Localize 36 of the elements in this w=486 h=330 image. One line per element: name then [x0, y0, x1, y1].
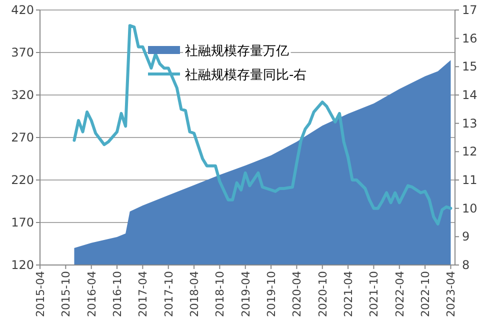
x-tick-label: 2018-10: [214, 271, 227, 317]
x-tick-label: 2017-10: [162, 271, 176, 317]
y2-tick-label: 10: [462, 201, 478, 216]
x-tick-label: 2022-04: [393, 271, 406, 317]
y2-tick-label: 8: [462, 258, 470, 272]
y2-tick-label: 17: [462, 3, 478, 17]
y2-tick-label: 13: [462, 116, 478, 130]
y2-tick-label: 15: [462, 60, 478, 74]
y-tick-label: 220: [11, 173, 34, 187]
y2-tick-label: 16: [462, 31, 478, 46]
x-tick-label: 2018-04: [188, 271, 202, 317]
x-tick-label: 2017-04: [136, 271, 150, 317]
x-tick-label: 2020-10: [316, 271, 330, 317]
x-tick-label: 2015-04: [34, 271, 47, 317]
x-tick-label: 2020-04: [290, 271, 304, 317]
y2-tick-label: 14: [462, 88, 478, 102]
y-tick-label: 370: [11, 46, 34, 60]
x-tick-label: 2019-04: [239, 271, 252, 317]
x-tick-label: 2016-04: [85, 271, 98, 317]
x-tick-label: 2021-10: [368, 271, 381, 317]
x-tick-label: 2016-10: [111, 271, 124, 317]
y-tick-label: 170: [11, 216, 34, 230]
y2-tick-label: 12: [462, 144, 478, 159]
x-tick-label: 2021-04: [342, 271, 356, 317]
y2-tick-label: 9: [462, 230, 470, 244]
legend-label: 社融规模存量万亿: [185, 44, 289, 59]
y-tick-label: 420: [11, 3, 34, 17]
x-tick-label: 2015-10: [60, 271, 73, 317]
x-tick-label: 2023-04: [444, 271, 458, 317]
y-tick-label: 320: [11, 88, 34, 102]
x-tick-label: 2019-10: [265, 271, 278, 317]
legend-label: 社融规模存量同比-右: [185, 68, 307, 83]
x-tick-label: 2022-10: [419, 271, 432, 317]
y-tick-label: 270: [11, 130, 34, 144]
y2-tick-label: 11: [462, 173, 478, 187]
y-tick-label: 120: [11, 258, 34, 272]
